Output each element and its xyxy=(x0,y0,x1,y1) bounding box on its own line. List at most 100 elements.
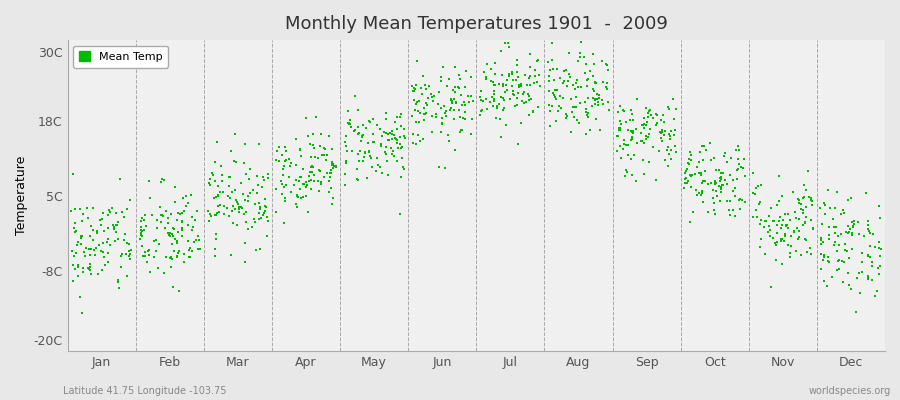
Point xyxy=(140,259,154,265)
Point xyxy=(212,202,227,208)
Point xyxy=(172,288,186,294)
Point xyxy=(67,252,81,259)
Point xyxy=(614,154,628,161)
Point xyxy=(686,209,700,216)
Point xyxy=(247,186,261,193)
Point xyxy=(165,241,179,247)
Point xyxy=(236,190,250,197)
Point xyxy=(112,219,126,225)
Point xyxy=(656,132,670,138)
Point xyxy=(311,167,326,174)
Point xyxy=(573,54,588,61)
Point xyxy=(166,233,180,240)
Point xyxy=(428,111,443,118)
Point xyxy=(251,200,266,206)
Point xyxy=(780,241,795,248)
Point xyxy=(444,96,458,102)
Point xyxy=(379,116,393,123)
Point xyxy=(306,131,320,138)
Point xyxy=(289,192,303,198)
Point xyxy=(684,157,698,164)
Point xyxy=(272,158,286,165)
Point xyxy=(495,82,509,89)
Point xyxy=(79,245,94,251)
Point xyxy=(505,83,519,90)
Point xyxy=(454,114,468,120)
Point xyxy=(789,248,804,254)
Point xyxy=(827,224,842,230)
Point xyxy=(596,100,610,107)
Point xyxy=(84,222,98,229)
Point xyxy=(418,110,433,116)
Point xyxy=(624,128,638,134)
Point xyxy=(570,116,584,123)
Point xyxy=(423,90,437,97)
Point xyxy=(238,141,252,147)
Point xyxy=(684,173,698,180)
Point xyxy=(90,228,104,234)
Point xyxy=(87,252,102,258)
Point xyxy=(248,201,262,207)
Point xyxy=(384,131,399,137)
Point xyxy=(698,168,713,174)
Point xyxy=(491,101,506,107)
Point xyxy=(213,189,228,196)
Point xyxy=(806,226,821,232)
Point xyxy=(362,118,376,124)
Point xyxy=(147,254,161,260)
Point xyxy=(308,154,322,160)
Point xyxy=(588,96,602,102)
Point xyxy=(667,116,681,123)
Point xyxy=(64,208,78,214)
Point xyxy=(494,94,508,100)
Point xyxy=(803,245,817,251)
Point xyxy=(435,115,449,121)
Point xyxy=(624,107,638,113)
Point xyxy=(425,112,439,119)
Point xyxy=(248,216,262,222)
Point xyxy=(181,238,195,244)
Point xyxy=(118,230,132,237)
Point xyxy=(434,104,448,111)
Point xyxy=(369,168,383,174)
Point xyxy=(405,113,419,120)
Point xyxy=(851,218,866,225)
Point xyxy=(72,294,86,300)
Point xyxy=(621,152,635,158)
Point xyxy=(386,148,400,154)
Point xyxy=(736,156,751,162)
Point xyxy=(314,181,328,187)
Point xyxy=(779,222,794,228)
Point xyxy=(390,158,404,164)
Point xyxy=(578,99,592,106)
Point xyxy=(350,176,365,182)
Point xyxy=(338,132,353,139)
Point xyxy=(234,180,248,187)
Point xyxy=(509,56,524,63)
Point xyxy=(718,150,733,156)
Point xyxy=(338,143,353,150)
Point xyxy=(476,98,491,104)
Point xyxy=(590,91,604,98)
Point xyxy=(284,189,298,195)
Point xyxy=(137,216,151,223)
Point xyxy=(384,128,399,134)
Point xyxy=(112,176,127,182)
Point xyxy=(207,246,221,252)
Point xyxy=(825,274,840,280)
Point xyxy=(169,253,184,259)
Point xyxy=(101,211,115,218)
Point xyxy=(522,93,536,100)
Point xyxy=(114,251,129,257)
Point xyxy=(312,143,327,150)
Point xyxy=(777,238,791,244)
Point xyxy=(788,209,802,215)
Point xyxy=(625,111,639,118)
Point xyxy=(864,277,878,283)
Point xyxy=(618,119,633,125)
Point xyxy=(802,194,816,200)
Point xyxy=(111,277,125,283)
Point xyxy=(635,122,650,128)
Point xyxy=(149,224,164,231)
Point xyxy=(644,126,658,132)
